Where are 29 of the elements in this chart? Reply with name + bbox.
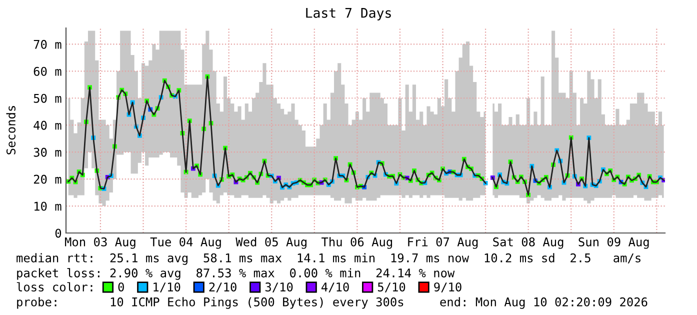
legend-label: 2/10 (209, 282, 236, 292)
y-tick-label: 20 m (34, 174, 62, 184)
y-tick-label: 70 m (34, 40, 62, 49)
legend-label: 0 (118, 282, 124, 292)
text: end: Mon Aug 10 02:20:09 2026 (440, 297, 648, 309)
x-tick-label: Tue 04 Aug (150, 237, 221, 249)
y-tick-label: 50 m (34, 94, 62, 103)
y-tick-label: 40 m (34, 120, 62, 130)
x-tick-label: Sat 08 Aug (493, 237, 564, 249)
legend-label: 1/10 (154, 282, 180, 292)
x-tick-label: Thu 06 Aug (322, 237, 392, 249)
chart-title: Last 7 Days (306, 8, 391, 20)
legend-label: 3/10 (265, 282, 293, 292)
legend-label: 9/10 (434, 282, 462, 292)
x-tick-label: Wed 05 Aug (236, 237, 306, 249)
y-tick-label: 30 m (34, 148, 62, 157)
legend-label: 5/10 (378, 282, 406, 292)
text: probe: 10 ICMP Echo Pings (500 Bytes) every 300s (17, 297, 404, 309)
x-tick-label: Mon 03 Aug (65, 237, 136, 249)
legend-title: loss color: (16, 282, 92, 292)
y-tick-label: 60 m (34, 66, 62, 76)
y-tick-label: 10 m (34, 202, 62, 211)
y-tick-label: 0 (55, 228, 62, 238)
x-tick-label: Sun 09 Aug (578, 237, 649, 249)
text: median rtt: 25.1 ms avg 58.1 ms max 14.1 ms min 19.7 ms now 10.2 ms sd 2.5 am/s (16, 253, 640, 265)
text: packet loss: 2.90 % avg 87.53 % max 0.00 % min 24.14 % now (17, 268, 455, 280)
legend-label: 4/10 (321, 282, 349, 292)
y-axis-title: Seconds (6, 106, 16, 154)
x-tick-label: Fri 07 Aug (408, 237, 478, 249)
